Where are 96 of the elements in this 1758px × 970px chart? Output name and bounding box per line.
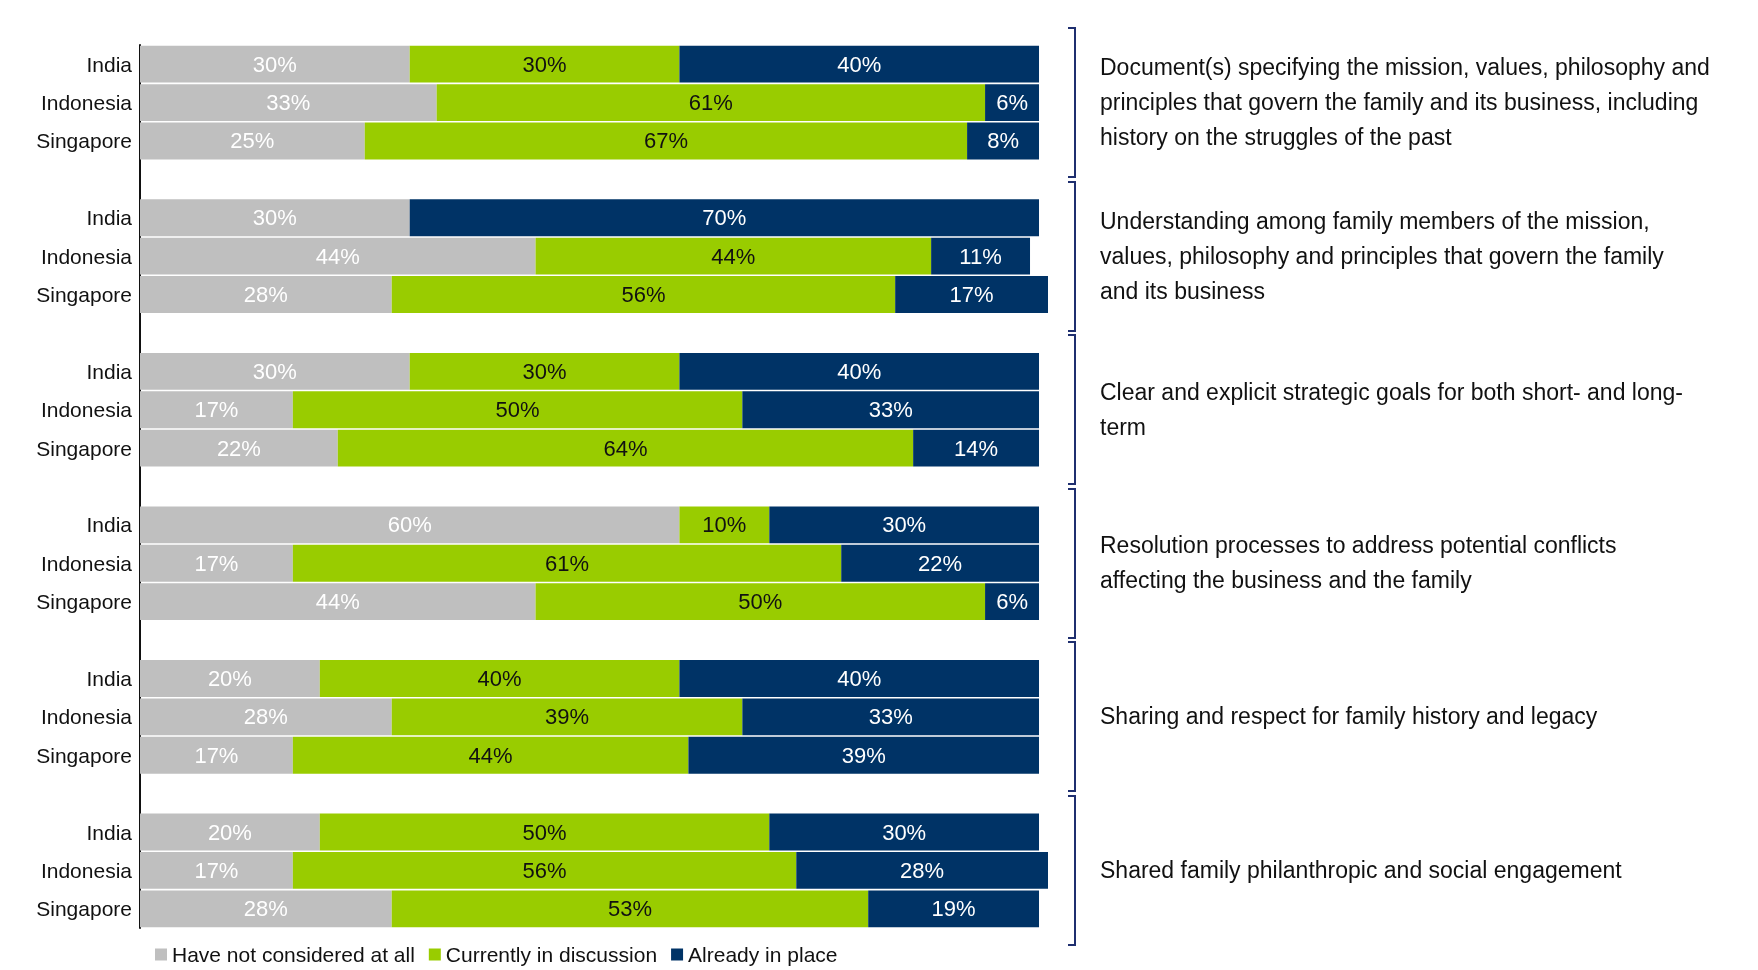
data-label: 40% (837, 51, 882, 77)
bar (913, 429, 1040, 467)
data-label: 40% (477, 665, 522, 691)
text: Sharing and respect for family history and legacy (1100, 702, 1599, 732)
data-label: 67% (643, 128, 688, 154)
y-tick-label: Singapore (36, 283, 132, 307)
data-label: 33% (868, 397, 913, 423)
data-label: 22% (918, 550, 963, 576)
y-tick-label: Indonesia (40, 244, 133, 268)
data-label: 50% (495, 397, 540, 423)
data-label: 56% (621, 282, 666, 308)
data-label: 44% (468, 742, 513, 768)
data-label: 61% (688, 90, 733, 116)
data-label: 17% (194, 857, 239, 883)
data-label: 28% (243, 896, 288, 922)
data-label: 30% (252, 205, 297, 231)
data-label: 30% (882, 819, 927, 845)
bar (140, 199, 410, 237)
y-tick-label: Indonesia (40, 705, 133, 729)
text: Shared family philanthropic and social engagement (1100, 855, 1623, 885)
text: Clear and explicit strategic goals for both short- and long-term (1100, 377, 1684, 442)
data-label: 56% (522, 857, 567, 883)
data-label: 20% (207, 819, 252, 845)
data-label: 28% (900, 857, 945, 883)
y-tick-label: Indonesia (40, 858, 133, 882)
data-label: 10% (702, 512, 747, 538)
data-label: 6% (996, 90, 1028, 116)
data-label: 8% (987, 128, 1019, 154)
bar (319, 813, 770, 851)
data-label: 11% (959, 243, 1002, 269)
y-tick-label: India (86, 820, 133, 844)
y-tick-label: Indonesia (40, 551, 133, 575)
data-label: 44% (711, 243, 756, 269)
y-tick-label: Singapore (36, 897, 132, 921)
data-label: 39% (545, 704, 590, 730)
data-label: 50% (522, 819, 567, 845)
bar (337, 429, 914, 467)
data-label: 28% (243, 282, 288, 308)
data-label: 50% (738, 589, 783, 615)
data-label: 40% (837, 665, 882, 691)
text: Resolution processes to address potential conflicts affecting the business and the family (1100, 531, 1618, 596)
data-label: 30% (252, 358, 297, 384)
data-label: 40% (837, 358, 882, 384)
y-tick-label: Singapore (36, 743, 132, 767)
bar (140, 506, 680, 544)
data-label: 19% (931, 896, 976, 922)
data-label: 44% (315, 589, 360, 615)
y-tick-label: Singapore (36, 590, 132, 614)
bar (140, 122, 365, 160)
bar (140, 429, 338, 467)
y-tick-label: India (86, 513, 133, 537)
data-label: 17% (194, 742, 239, 768)
data-label: 17% (194, 550, 239, 576)
bar (140, 736, 293, 774)
data-label: 64% (603, 435, 648, 461)
data-label: 30% (522, 358, 567, 384)
data-label: 30% (252, 51, 297, 77)
data-label: 17% (949, 282, 994, 308)
y-tick-label: Indonesia (40, 91, 133, 115)
data-label: 39% (841, 742, 886, 768)
bar (140, 813, 320, 851)
bar (292, 736, 689, 774)
y-tick-label: India (86, 359, 133, 383)
y-tick-label: Indonesia (40, 398, 133, 422)
data-label: 70% (702, 205, 747, 231)
data-label: 6% (996, 589, 1028, 615)
data-label: 60% (387, 512, 432, 538)
text: Document(s) specifying the mission, values, philosophy and principles that govern the family and its business, including history on the struggles of the past (1100, 53, 1711, 153)
data-label: 22% (216, 435, 261, 461)
y-tick-label: India (86, 666, 133, 690)
bar (769, 506, 1040, 544)
data-label: 28% (243, 704, 288, 730)
legend-label: Currently in discussion (445, 943, 658, 966)
text: Understanding among family members of the mission, values, philosophy and principles that govern the family and its business (1100, 206, 1665, 306)
legend-label: Already in place (688, 943, 838, 966)
bar (688, 736, 1040, 774)
data-label: 14% (954, 435, 999, 461)
bar (769, 813, 1040, 851)
bar (364, 122, 968, 160)
data-label: 30% (882, 512, 927, 538)
bar (409, 199, 1040, 237)
data-label: 33% (266, 90, 311, 116)
data-label: 44% (315, 243, 360, 269)
data-label: 61% (545, 550, 590, 576)
data-label: 33% (868, 704, 913, 730)
data-label: 30% (522, 51, 567, 77)
data-label: 20% (207, 665, 252, 691)
y-tick-label: India (86, 206, 133, 230)
y-tick-label: Singapore (36, 129, 132, 153)
y-tick-label: India (86, 52, 133, 76)
y-tick-label: Singapore (36, 436, 132, 460)
data-label: 17% (194, 397, 239, 423)
data-label: 53% (607, 896, 652, 922)
legend-label: Have not considered at all (172, 943, 415, 966)
data-label: 25% (230, 128, 275, 154)
bar (679, 506, 770, 544)
